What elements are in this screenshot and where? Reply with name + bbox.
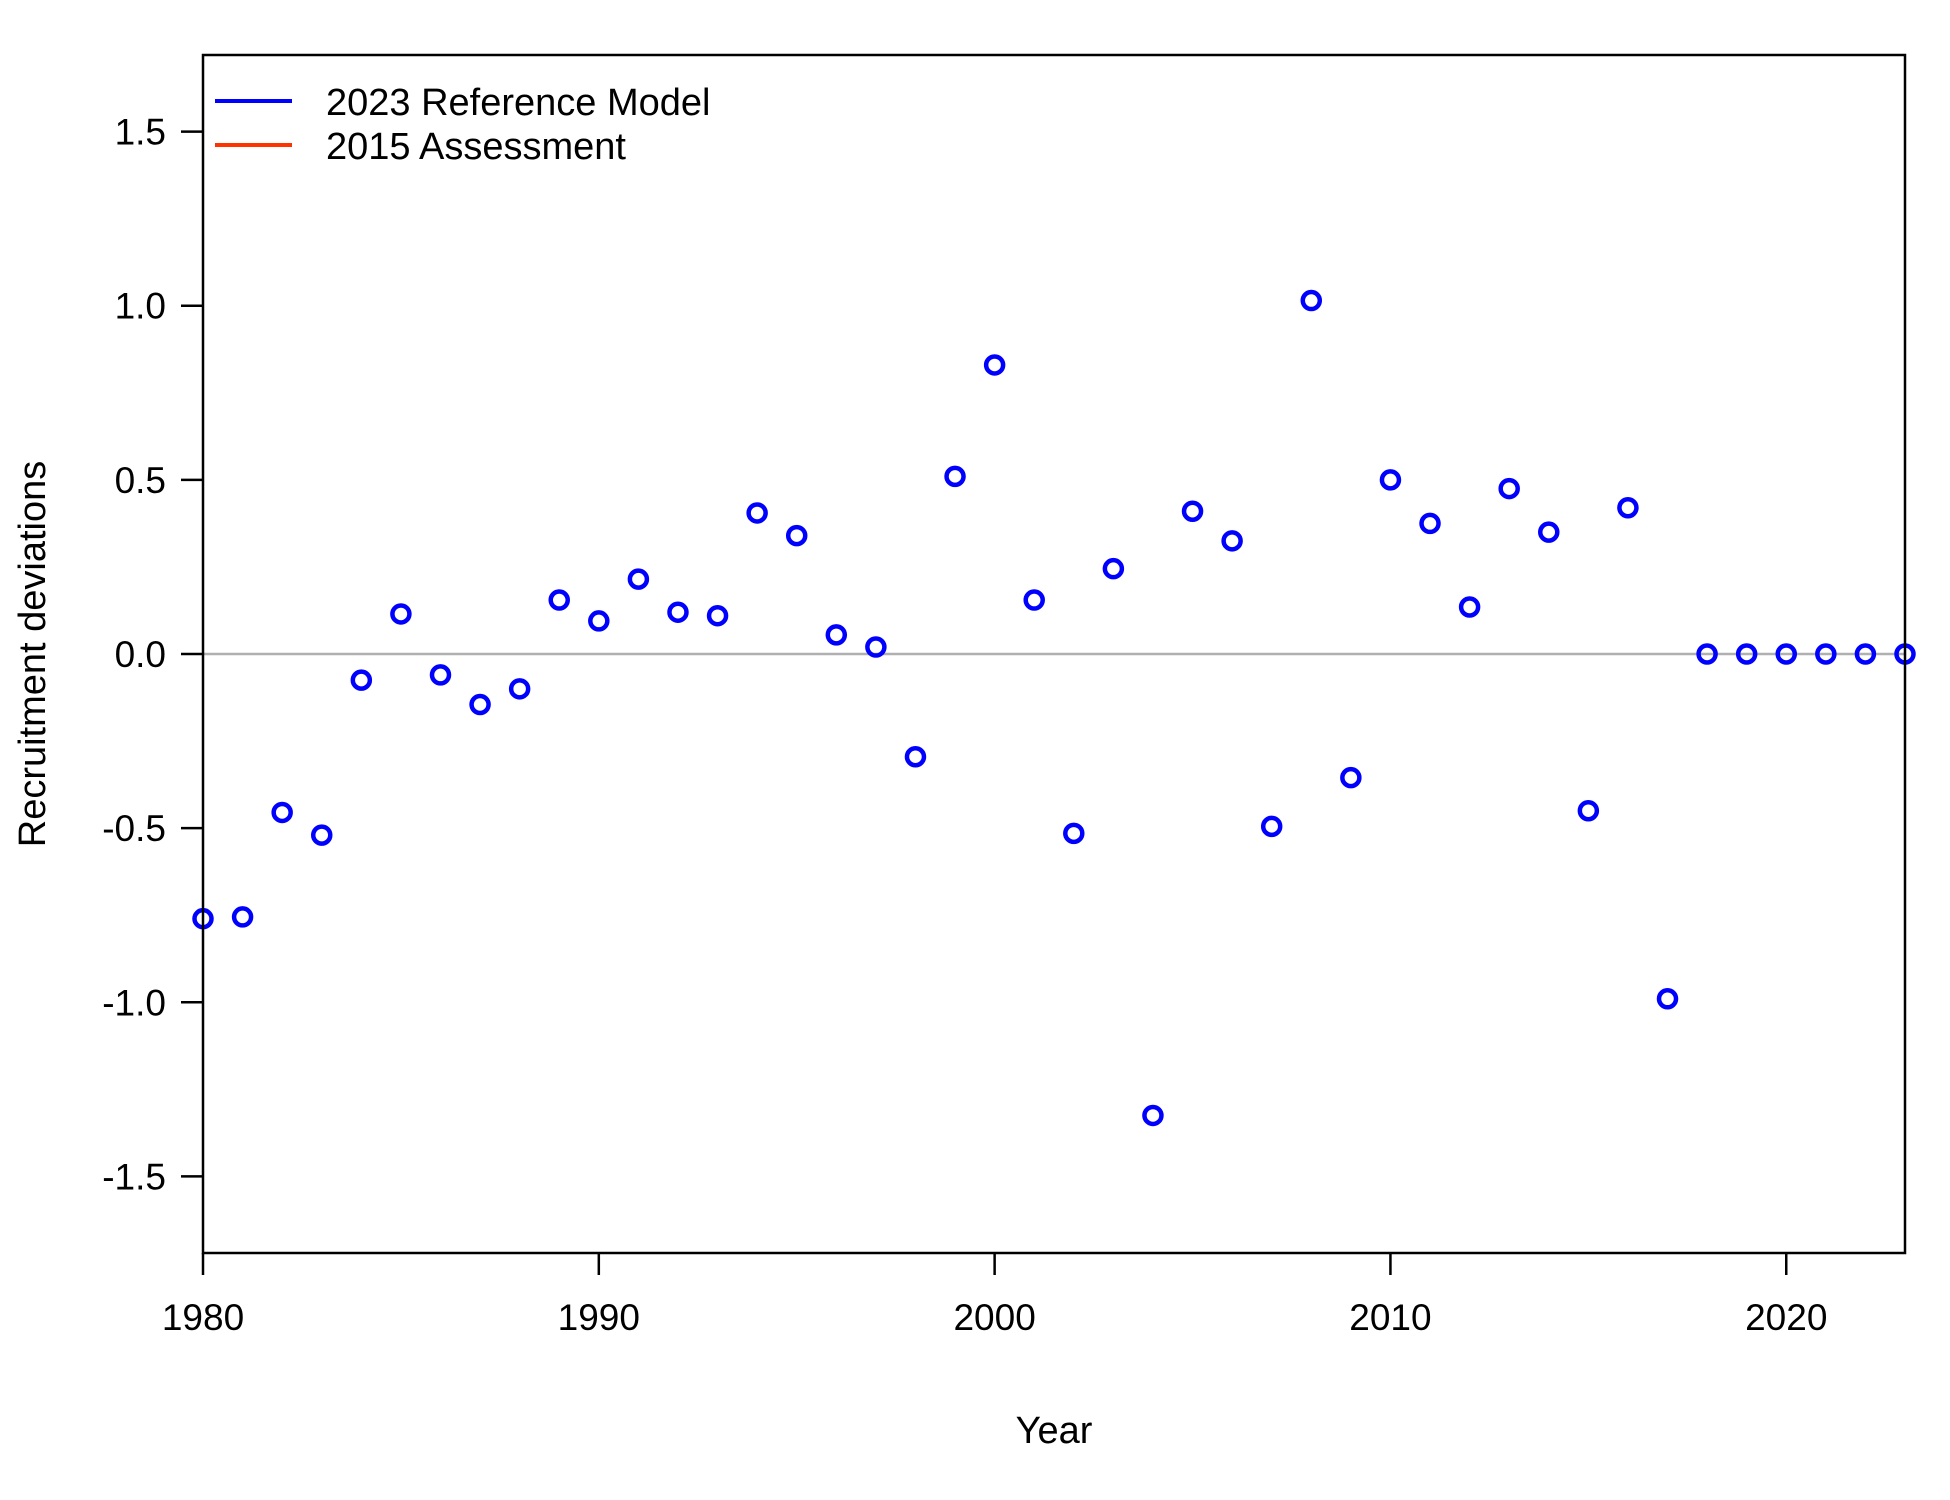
data-point (1656, 988, 1679, 1010)
data-point (1260, 815, 1283, 838)
data-point (1458, 596, 1481, 618)
data-point (706, 604, 729, 627)
data-point (1617, 496, 1639, 519)
data-point (1696, 643, 1718, 665)
data-point (548, 589, 570, 611)
y-tick-label: 0.5 (115, 460, 166, 501)
legend: 2023 Reference Model 2015 Assessment (215, 82, 710, 168)
data-point (1379, 469, 1402, 491)
y-tick-label: 0.0 (115, 634, 166, 675)
data-point (310, 824, 333, 846)
data-point (271, 801, 293, 824)
data-point (1815, 643, 1837, 665)
data-point (429, 664, 452, 686)
x-tick-label: 1980 (162, 1297, 244, 1338)
data-point (1102, 557, 1125, 580)
legend-label-2015-assessment: 2015 Assessment (326, 126, 626, 168)
data-point (469, 693, 491, 716)
y-tick-label: 1.5 (115, 112, 166, 153)
data-point (231, 906, 254, 928)
data-point (1221, 530, 1243, 552)
data-point (508, 678, 531, 700)
data-point (1181, 500, 1204, 522)
data-point (1023, 589, 1045, 611)
data-point (1300, 289, 1323, 312)
data-point (1142, 1104, 1164, 1127)
data-point (983, 354, 1006, 376)
data-point (1735, 643, 1758, 665)
x-tick-label: 2020 (1745, 1297, 1827, 1338)
data-point (627, 568, 650, 590)
data-point (667, 601, 689, 623)
y-tick-label: -1.0 (102, 982, 166, 1023)
data-point (944, 465, 966, 488)
y-tick-label: -0.5 (102, 808, 166, 849)
data-point (1775, 643, 1798, 665)
data-point (588, 610, 610, 632)
data-point (390, 603, 412, 625)
data-point (1419, 512, 1441, 535)
legend-label-reference-model: 2023 Reference Model (326, 82, 710, 124)
data-point (1854, 643, 1877, 665)
data-point (825, 624, 848, 646)
y-tick-label: -1.5 (102, 1156, 166, 1197)
data-point (746, 502, 768, 524)
y-tick-label: 1.0 (115, 286, 166, 327)
x-axis-title: Year (1016, 1410, 1093, 1452)
data-point (865, 636, 887, 658)
data-point (1498, 477, 1520, 500)
data-points-layer (192, 289, 1916, 1127)
x-tick-label: 1990 (558, 1297, 640, 1338)
data-point (1340, 766, 1362, 789)
data-point (785, 524, 808, 547)
data-point (904, 745, 927, 768)
data-point (1063, 822, 1085, 845)
x-tick-label: 2010 (1349, 1297, 1431, 1338)
data-point (1538, 521, 1560, 543)
x-tick-label: 2000 (953, 1297, 1035, 1338)
axes-layer: 1980 1990 2000 2010 2020 -1.5 -1.0 -0.5 0.0 0.5 1.… (102, 112, 1827, 1338)
data-point (350, 669, 373, 691)
plot-frame (201, 53, 1907, 1255)
y-axis-title: Recruitment deviations (12, 461, 54, 848)
data-point (1577, 799, 1600, 822)
